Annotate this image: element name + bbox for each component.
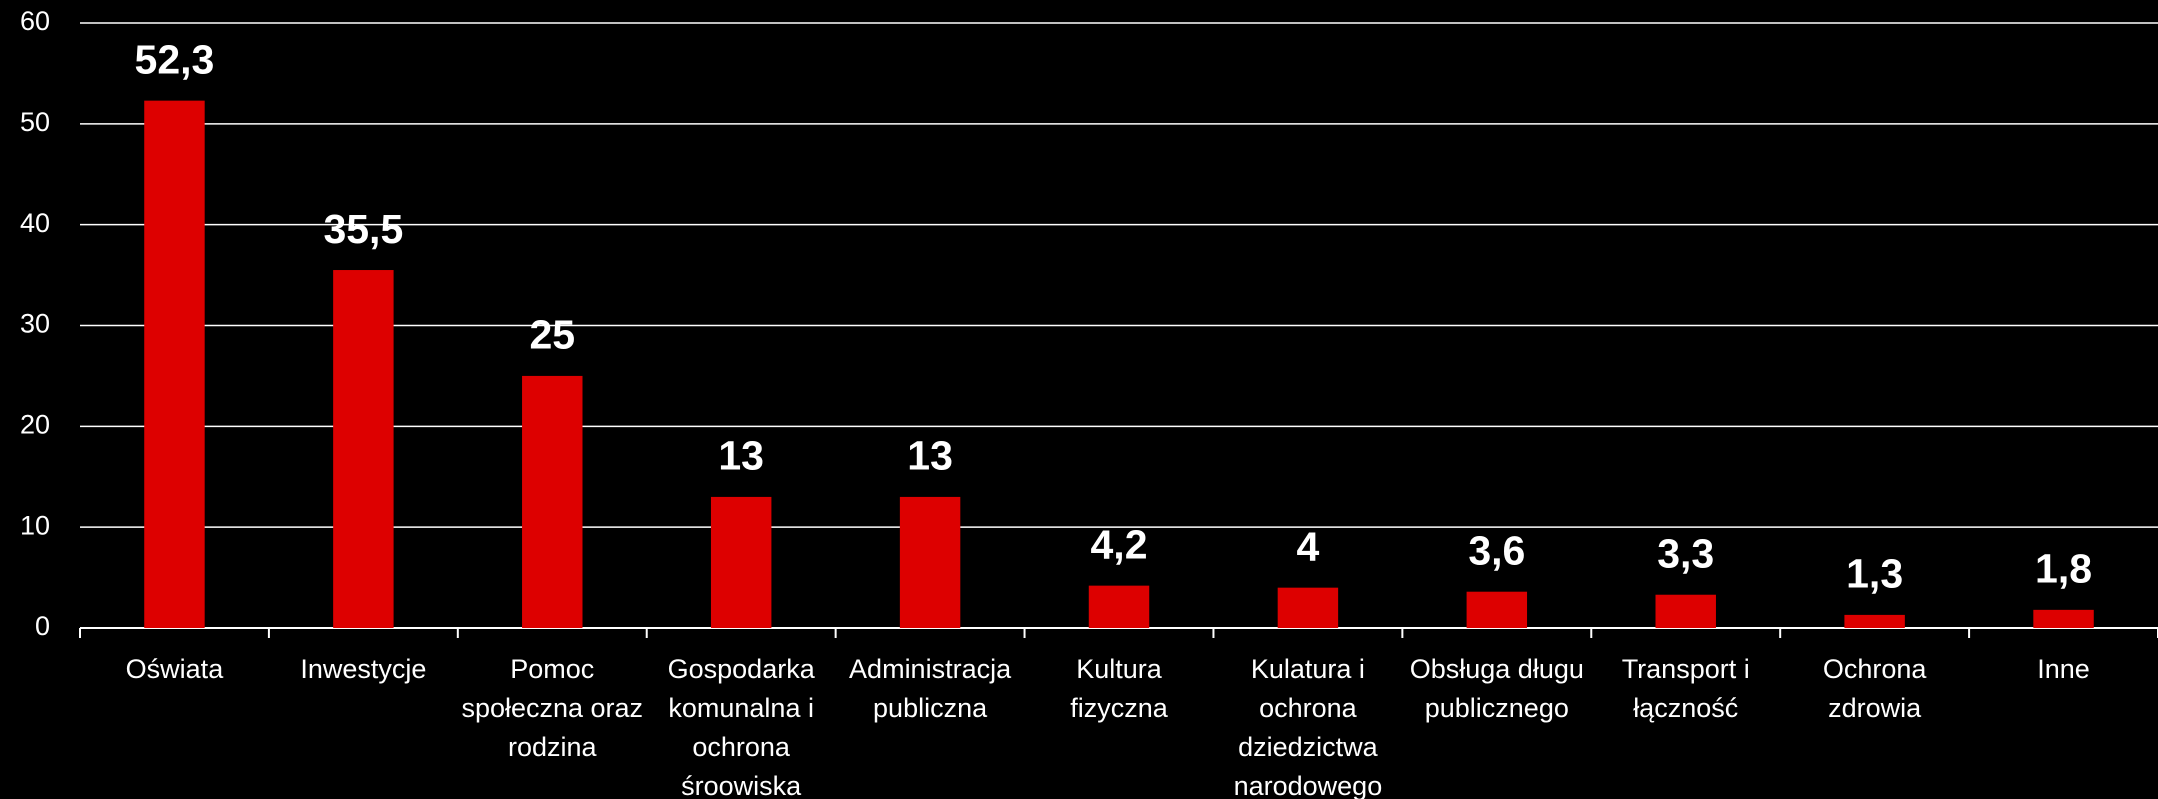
value-label: 13 xyxy=(718,433,764,479)
value-label: 52,3 xyxy=(135,36,215,82)
y-tick-label: 10 xyxy=(20,510,50,540)
y-tick-label: 0 xyxy=(35,611,50,641)
bar xyxy=(333,270,394,628)
x-tick-label: Ochrona zdrowia xyxy=(1822,654,1927,723)
value-label: 1,8 xyxy=(2035,546,2092,592)
bar xyxy=(1277,587,1339,628)
y-tick-label: 60 xyxy=(20,6,50,36)
bar xyxy=(1088,585,1150,628)
bar xyxy=(710,496,772,628)
bar xyxy=(522,375,583,628)
bar xyxy=(2033,609,2094,628)
x-tick-label: Administracja publiczna xyxy=(849,654,1012,723)
value-label: 1,3 xyxy=(1846,551,1903,597)
value-label: 4 xyxy=(1297,523,1320,569)
y-tick-label: 30 xyxy=(20,309,50,339)
value-label: 25 xyxy=(529,312,575,358)
bar xyxy=(1655,594,1716,628)
y-tick-label: 40 xyxy=(20,208,50,238)
x-tick-label: Inwestycje xyxy=(300,654,427,684)
value-label: 35,5 xyxy=(323,206,403,252)
value-label: 13 xyxy=(907,433,953,479)
y-tick-label: 20 xyxy=(20,409,50,439)
value-label: 4,2 xyxy=(1091,521,1148,567)
x-tick-label: Gospodarka komunalna i ochrona śroowiska xyxy=(667,654,815,799)
y-tick-label: 50 xyxy=(20,107,50,137)
value-label: 3,3 xyxy=(1657,531,1714,577)
x-tick-label: Kultura fizyczna xyxy=(1070,654,1168,723)
bar xyxy=(1466,591,1528,628)
bar xyxy=(144,100,205,629)
bar xyxy=(1844,614,1905,628)
x-tick-label: Inne xyxy=(2037,654,2090,684)
x-tick-label: Obsługa długu publicznego xyxy=(1409,654,1584,723)
value-label: 3,6 xyxy=(1468,528,1525,574)
x-tick-label: Oświata xyxy=(125,654,224,684)
x-tick-label: Transport i łączność xyxy=(1621,654,1750,723)
x-tick-label: Kulatura i ochrona dziedzictwa narodoweg… xyxy=(1233,654,1383,799)
x-tick-label: Pomoc społeczna oraz rodzina xyxy=(461,654,644,762)
bar xyxy=(899,496,961,628)
